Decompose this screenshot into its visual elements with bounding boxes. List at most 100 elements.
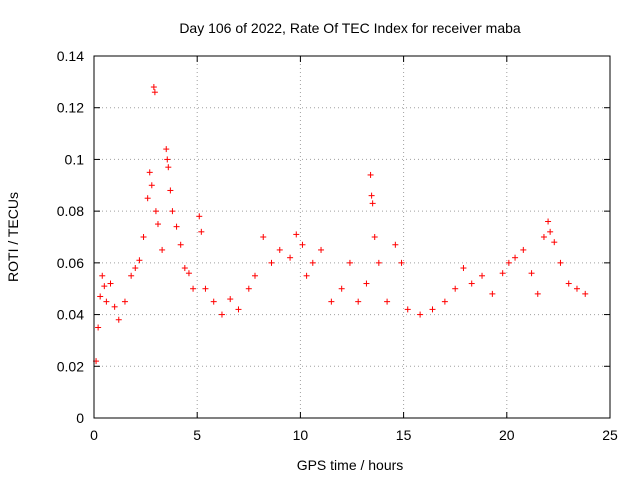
data-point bbox=[547, 228, 554, 235]
y-tick-label: 0.12 bbox=[57, 100, 84, 116]
data-point bbox=[218, 311, 225, 318]
data-point bbox=[392, 241, 399, 248]
data-point bbox=[441, 298, 448, 305]
data-point bbox=[534, 290, 541, 297]
data-point bbox=[101, 283, 108, 290]
data-point bbox=[512, 254, 519, 261]
data-point bbox=[140, 234, 147, 240]
data-point bbox=[111, 303, 118, 310]
data-point bbox=[121, 298, 128, 305]
data-point bbox=[369, 200, 376, 207]
data-point bbox=[276, 246, 283, 253]
data-point bbox=[429, 306, 436, 313]
data-point bbox=[227, 296, 234, 303]
data-point bbox=[235, 306, 242, 313]
data-point bbox=[128, 272, 135, 279]
data-point bbox=[355, 298, 362, 305]
plot-frame bbox=[93, 55, 611, 419]
y-tick-label: 0.14 bbox=[57, 48, 84, 64]
x-tick-label: 10 bbox=[293, 427, 309, 443]
data-point bbox=[417, 311, 424, 318]
data-point bbox=[293, 231, 300, 238]
data-point bbox=[103, 298, 110, 305]
data-point bbox=[95, 324, 102, 331]
y-tick-label: 0 bbox=[76, 410, 84, 426]
data-point bbox=[565, 280, 572, 287]
data-point bbox=[154, 221, 161, 228]
data-point bbox=[287, 254, 294, 261]
data-point bbox=[557, 259, 564, 266]
data-point bbox=[398, 259, 405, 266]
x-tick-label: 20 bbox=[499, 427, 515, 443]
data-point bbox=[99, 272, 106, 279]
data-point bbox=[169, 208, 176, 215]
y-tick-label: 0.06 bbox=[57, 255, 84, 271]
x-axis-label: GPS time / hours bbox=[297, 457, 404, 473]
data-point bbox=[384, 298, 391, 305]
data-point bbox=[198, 228, 205, 235]
data-point bbox=[196, 213, 203, 220]
data-point bbox=[528, 270, 535, 277]
y-tick-label: 0.08 bbox=[57, 203, 84, 219]
x-tick-label: 5 bbox=[193, 427, 201, 443]
data-point bbox=[299, 241, 306, 248]
data-point bbox=[505, 259, 512, 266]
data-point bbox=[268, 259, 275, 266]
data-point bbox=[144, 195, 151, 202]
chart-title: Day 106 of 2022, Rate Of TEC Index for r… bbox=[179, 20, 521, 36]
data-point bbox=[318, 246, 325, 253]
data-point bbox=[97, 293, 104, 300]
data-point bbox=[210, 298, 217, 305]
data-point bbox=[371, 234, 378, 240]
x-tick-label: 25 bbox=[602, 427, 618, 443]
data-point bbox=[368, 192, 375, 199]
data-point bbox=[181, 265, 188, 272]
data-point bbox=[582, 290, 589, 297]
axis-ticks: 0 5 10 15 20 25 0 0.02 0.04 0.06 0.08 0.1 0.12 0.14 bbox=[57, 48, 618, 443]
data-point bbox=[404, 306, 411, 313]
data-point bbox=[540, 234, 547, 240]
y-axis-label: ROTI / TECUs bbox=[5, 192, 21, 282]
data-point bbox=[165, 164, 172, 171]
data-point bbox=[328, 298, 335, 305]
data-point bbox=[173, 223, 180, 230]
data-point bbox=[159, 246, 166, 253]
data-point bbox=[163, 146, 170, 153]
data-point bbox=[375, 259, 382, 266]
y-tick-label: 0.02 bbox=[57, 358, 84, 374]
data-point bbox=[132, 265, 139, 272]
data-point bbox=[367, 171, 374, 178]
data-point bbox=[150, 84, 157, 91]
data-point bbox=[460, 265, 467, 272]
data-point bbox=[251, 272, 258, 279]
data-point bbox=[363, 280, 370, 287]
data-point bbox=[190, 285, 197, 292]
data-point bbox=[545, 218, 552, 225]
data-point bbox=[309, 259, 316, 266]
data-point bbox=[346, 259, 353, 266]
data-point bbox=[146, 169, 153, 176]
data-point bbox=[245, 285, 252, 292]
x-tick-label: 15 bbox=[396, 427, 412, 443]
data-point bbox=[185, 270, 192, 277]
data-point bbox=[115, 316, 122, 323]
data-point bbox=[499, 270, 506, 277]
data-point bbox=[520, 246, 527, 253]
scatter-points bbox=[93, 84, 589, 365]
data-point bbox=[468, 280, 475, 287]
y-tick-label: 0.04 bbox=[57, 307, 84, 323]
data-point bbox=[260, 234, 267, 240]
data-point bbox=[452, 285, 459, 292]
data-point bbox=[573, 285, 580, 292]
data-point bbox=[152, 208, 159, 215]
x-tick-label: 0 bbox=[90, 427, 98, 443]
data-point bbox=[136, 257, 143, 264]
data-point bbox=[148, 182, 155, 189]
data-point bbox=[167, 187, 174, 194]
data-point bbox=[479, 272, 486, 279]
data-point bbox=[489, 290, 496, 297]
data-point bbox=[202, 285, 209, 292]
data-point bbox=[551, 239, 558, 246]
